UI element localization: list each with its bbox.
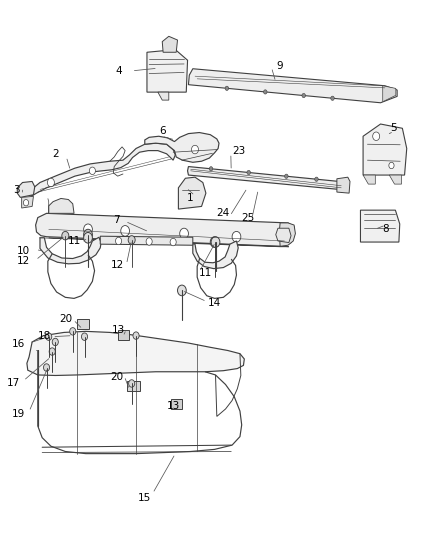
Circle shape xyxy=(133,332,139,340)
Polygon shape xyxy=(383,86,396,102)
Polygon shape xyxy=(21,196,33,208)
Text: 4: 4 xyxy=(115,66,122,76)
Circle shape xyxy=(116,237,122,245)
Bar xyxy=(77,319,89,329)
Text: 11: 11 xyxy=(199,268,212,278)
Circle shape xyxy=(146,238,152,245)
Circle shape xyxy=(389,163,394,168)
Text: 19: 19 xyxy=(11,409,25,419)
Text: 3: 3 xyxy=(13,185,19,195)
Polygon shape xyxy=(35,213,294,246)
Polygon shape xyxy=(145,133,219,163)
Text: 2: 2 xyxy=(52,149,59,159)
Circle shape xyxy=(84,232,92,243)
Circle shape xyxy=(62,231,69,240)
Circle shape xyxy=(180,228,188,239)
Circle shape xyxy=(225,86,229,91)
Text: 6: 6 xyxy=(159,126,166,136)
Polygon shape xyxy=(100,236,193,245)
Text: 23: 23 xyxy=(232,146,245,156)
Polygon shape xyxy=(147,50,187,92)
Polygon shape xyxy=(276,228,291,243)
Circle shape xyxy=(47,178,54,187)
Circle shape xyxy=(331,96,334,100)
Text: 13: 13 xyxy=(166,401,180,411)
Polygon shape xyxy=(178,177,206,209)
Text: 18: 18 xyxy=(38,330,51,341)
Text: 12: 12 xyxy=(111,261,124,270)
Text: 10: 10 xyxy=(17,246,30,255)
Circle shape xyxy=(23,199,28,206)
Text: 13: 13 xyxy=(112,325,125,335)
Polygon shape xyxy=(40,237,101,264)
Polygon shape xyxy=(360,210,400,242)
Circle shape xyxy=(209,167,213,171)
Circle shape xyxy=(211,237,220,247)
Circle shape xyxy=(285,174,288,179)
Polygon shape xyxy=(193,241,238,269)
Circle shape xyxy=(46,333,52,341)
Text: 12: 12 xyxy=(17,256,30,266)
Circle shape xyxy=(191,146,198,154)
Text: 5: 5 xyxy=(390,123,397,133)
Polygon shape xyxy=(188,69,397,103)
Polygon shape xyxy=(363,124,407,175)
Circle shape xyxy=(264,90,267,94)
Circle shape xyxy=(121,225,130,236)
Polygon shape xyxy=(389,175,402,184)
Circle shape xyxy=(129,379,135,387)
Polygon shape xyxy=(337,177,350,193)
Text: 17: 17 xyxy=(7,378,21,389)
Text: 7: 7 xyxy=(113,215,120,225)
Text: 14: 14 xyxy=(208,297,221,308)
Polygon shape xyxy=(162,36,177,52)
Circle shape xyxy=(128,236,135,244)
Polygon shape xyxy=(17,181,35,197)
Text: 25: 25 xyxy=(241,213,254,223)
Polygon shape xyxy=(363,175,375,184)
Text: 16: 16 xyxy=(11,339,25,349)
Bar xyxy=(118,330,129,340)
Polygon shape xyxy=(49,198,74,213)
Polygon shape xyxy=(279,223,295,246)
Circle shape xyxy=(210,237,219,247)
Polygon shape xyxy=(187,166,348,192)
Text: 1: 1 xyxy=(187,193,194,204)
Circle shape xyxy=(247,171,251,175)
Bar xyxy=(171,399,182,409)
Circle shape xyxy=(170,238,176,246)
Circle shape xyxy=(49,348,55,356)
Circle shape xyxy=(302,93,305,98)
Text: 20: 20 xyxy=(59,313,72,324)
Circle shape xyxy=(89,167,95,174)
Circle shape xyxy=(84,229,92,240)
Text: 8: 8 xyxy=(382,224,389,235)
Text: 11: 11 xyxy=(68,236,81,246)
Circle shape xyxy=(52,338,58,346)
Circle shape xyxy=(70,328,76,335)
Text: 9: 9 xyxy=(277,61,283,70)
Polygon shape xyxy=(31,143,175,196)
Circle shape xyxy=(84,224,92,235)
Polygon shape xyxy=(27,332,244,375)
Text: 24: 24 xyxy=(217,208,230,219)
Circle shape xyxy=(373,132,380,141)
Circle shape xyxy=(43,364,49,371)
Circle shape xyxy=(315,177,318,181)
Text: 15: 15 xyxy=(138,492,152,503)
Text: 20: 20 xyxy=(110,372,123,382)
Bar xyxy=(127,381,140,391)
Circle shape xyxy=(232,231,241,242)
Circle shape xyxy=(177,285,186,296)
Polygon shape xyxy=(158,92,169,100)
Circle shape xyxy=(81,333,88,341)
